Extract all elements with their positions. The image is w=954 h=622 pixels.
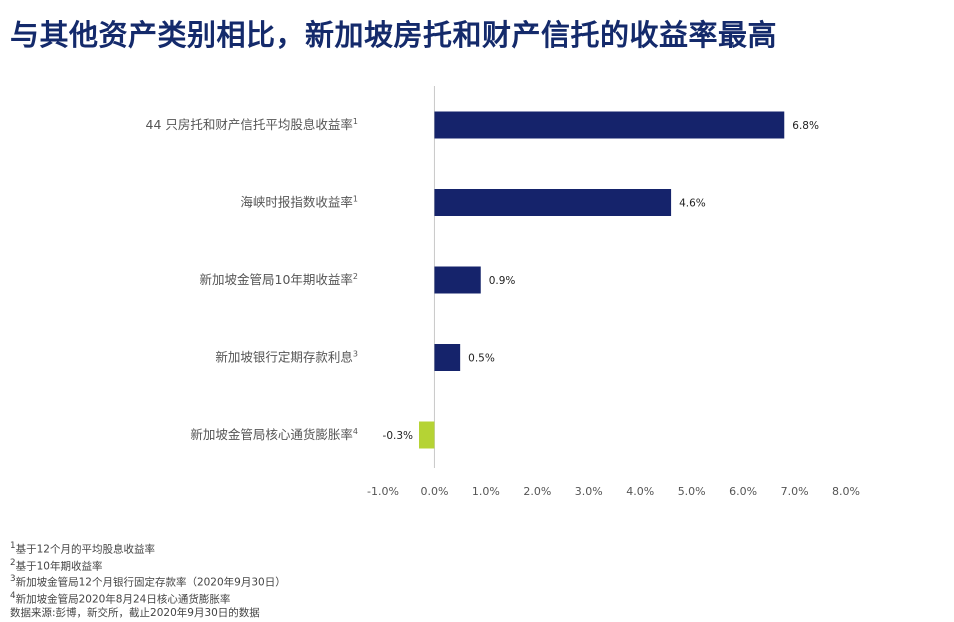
footnote-4-text: 新加坡金管局2020年8月24日核心通货膨胀率 <box>15 593 231 606</box>
data-label-2: 4.6% <box>679 198 706 210</box>
x-tick-7: 5.0% <box>678 485 706 498</box>
data-label-1: 6.8% <box>792 120 819 132</box>
x-tick-9: 7.0% <box>781 485 809 498</box>
bar-5 <box>419 421 435 449</box>
x-tick-3: 1.0% <box>472 485 500 498</box>
bar-chart: 6.8% 44 只房托和财产信托平均股息收益率1 4.6% 海峡时报指数收益率1 0.9… <box>146 86 860 498</box>
x-tick-1: -1.0% <box>367 485 399 498</box>
category-label-5: 新加坡金管局核心通货膨胀率4 <box>190 427 358 442</box>
footnotes: 1基于12个月的平均股息收益率 2基于10年期收益率 3新加坡金管局12个月银行… <box>10 540 286 620</box>
bar-3 <box>434 266 481 294</box>
bar-1 <box>434 111 785 139</box>
footnote-3-text: 新加坡金管局12个月银行固定存款率（2020年9月30日） <box>15 576 286 589</box>
x-tick-6: 4.0% <box>626 485 654 498</box>
data-source: 数据来源:彭博，新交所，截止2020年9月30日的数据 <box>10 606 260 619</box>
footnote-3-sup: 3 <box>10 574 16 585</box>
chart-title: 与其他资产类别相比，新加坡房托和财产信托的收益率最高 <box>10 18 778 52</box>
footnote-2-text: 基于10年期收益率 <box>15 560 103 573</box>
footnote-3: 3新加坡金管局12个月银行固定存款率（2020年9月30日） <box>10 573 286 590</box>
category-label-4: 新加坡银行定期存款利息3 <box>215 350 358 365</box>
x-tick-5: 3.0% <box>575 485 603 498</box>
footnote-2: 2基于10年期收益率 <box>10 557 286 574</box>
footnote-2-sup: 2 <box>10 557 16 568</box>
footnote-4-sup: 4 <box>10 591 16 602</box>
footnote-1: 1基于12个月的平均股息收益率 <box>10 540 286 557</box>
x-tick-8: 6.0% <box>729 485 757 498</box>
bar-2 <box>434 189 672 216</box>
x-tick-2: 0.0% <box>420 485 448 498</box>
footnote-1-sup: 1 <box>10 541 16 551</box>
x-tick-10: 8.0% <box>832 485 860 498</box>
category-label-2: 海峡时报指数收益率1 <box>240 195 358 210</box>
category-label-1: 44 只房托和财产信托平均股息收益率1 <box>146 117 358 132</box>
data-label-3: 0.9% <box>489 275 516 287</box>
data-label-5: -0.3% <box>383 430 413 442</box>
category-label-3: 新加坡金管局10年期收益率2 <box>199 272 358 287</box>
footnote-4: 4新加坡金管局2020年8月24日核心通货膨胀率 <box>10 590 286 607</box>
data-label-4: 0.5% <box>468 353 495 365</box>
bar-4 <box>434 344 461 371</box>
x-tick-4: 2.0% <box>523 485 551 498</box>
footnote-1-text: 基于12个月的平均股息收益率 <box>15 543 155 556</box>
